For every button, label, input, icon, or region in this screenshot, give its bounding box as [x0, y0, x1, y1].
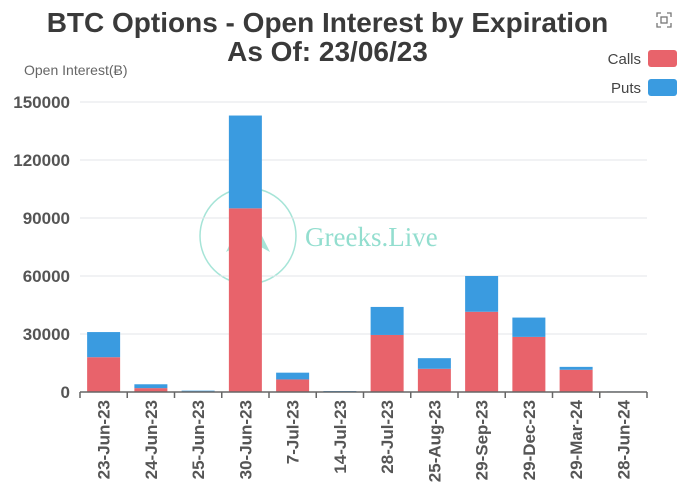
bar-puts: [87, 332, 121, 358]
y-tick-label: 0: [61, 383, 70, 402]
bar-calls: [465, 311, 499, 392]
y-tick-label: 30000: [23, 325, 70, 344]
bar-puts: [276, 372, 310, 380]
fullscreen-icon[interactable]: [656, 12, 672, 28]
x-tick-label: 29-Sep-23: [473, 400, 492, 480]
chart-title: BTC Options - Open Interest by Expiratio…: [46, 7, 609, 38]
y-tick-label: 120000: [13, 151, 70, 170]
bar-calls: [228, 208, 262, 392]
x-tick-label: 23-Jun-23: [95, 400, 114, 479]
legend-swatch: [648, 79, 677, 96]
bar-puts: [228, 115, 262, 209]
x-tick-label: 25-Jun-23: [189, 400, 208, 479]
x-tick-label: 25-Aug-23: [425, 400, 444, 482]
legend-swatch: [648, 50, 677, 67]
bar-calls: [134, 388, 168, 392]
watermark-text: Greeks.Live: [305, 222, 438, 252]
bar-puts: [512, 317, 546, 337]
bar-puts: [370, 306, 404, 335]
y-tick-label: 90000: [23, 209, 70, 228]
bar-puts: [181, 390, 215, 392]
bar-puts: [465, 276, 499, 312]
x-tick-label: 28-Jun-24: [614, 399, 633, 479]
x-tick-label: 29-Mar-24: [567, 399, 586, 479]
x-tick-label: 14-Jul-23: [331, 400, 350, 474]
bar-calls: [276, 379, 310, 392]
bar-calls: [87, 357, 121, 392]
x-tick-label: 24-Jun-23: [142, 400, 161, 479]
bar-puts: [417, 358, 451, 369]
x-tick-label: 28-Jul-23: [378, 400, 397, 474]
y-axis-label: Open Interest(Ƀ): [24, 62, 128, 78]
bar-calls: [370, 334, 404, 392]
legend-label: Calls: [608, 51, 641, 68]
bar-puts: [134, 384, 168, 389]
x-tick-label: 7-Jul-23: [284, 400, 303, 464]
y-tick-label: 150000: [13, 93, 70, 112]
x-tick-label: 29-Dec-23: [520, 400, 539, 480]
bar-calls: [512, 336, 546, 392]
chart-subtitle: As Of: 23/06/23: [227, 36, 428, 67]
bar-puts: [559, 366, 593, 370]
bar-calls: [417, 368, 451, 392]
legend-label: Puts: [611, 80, 641, 97]
bar-calls: [559, 369, 593, 392]
x-tick-label: 30-Jun-23: [236, 400, 255, 479]
y-tick-label: 60000: [23, 267, 70, 286]
